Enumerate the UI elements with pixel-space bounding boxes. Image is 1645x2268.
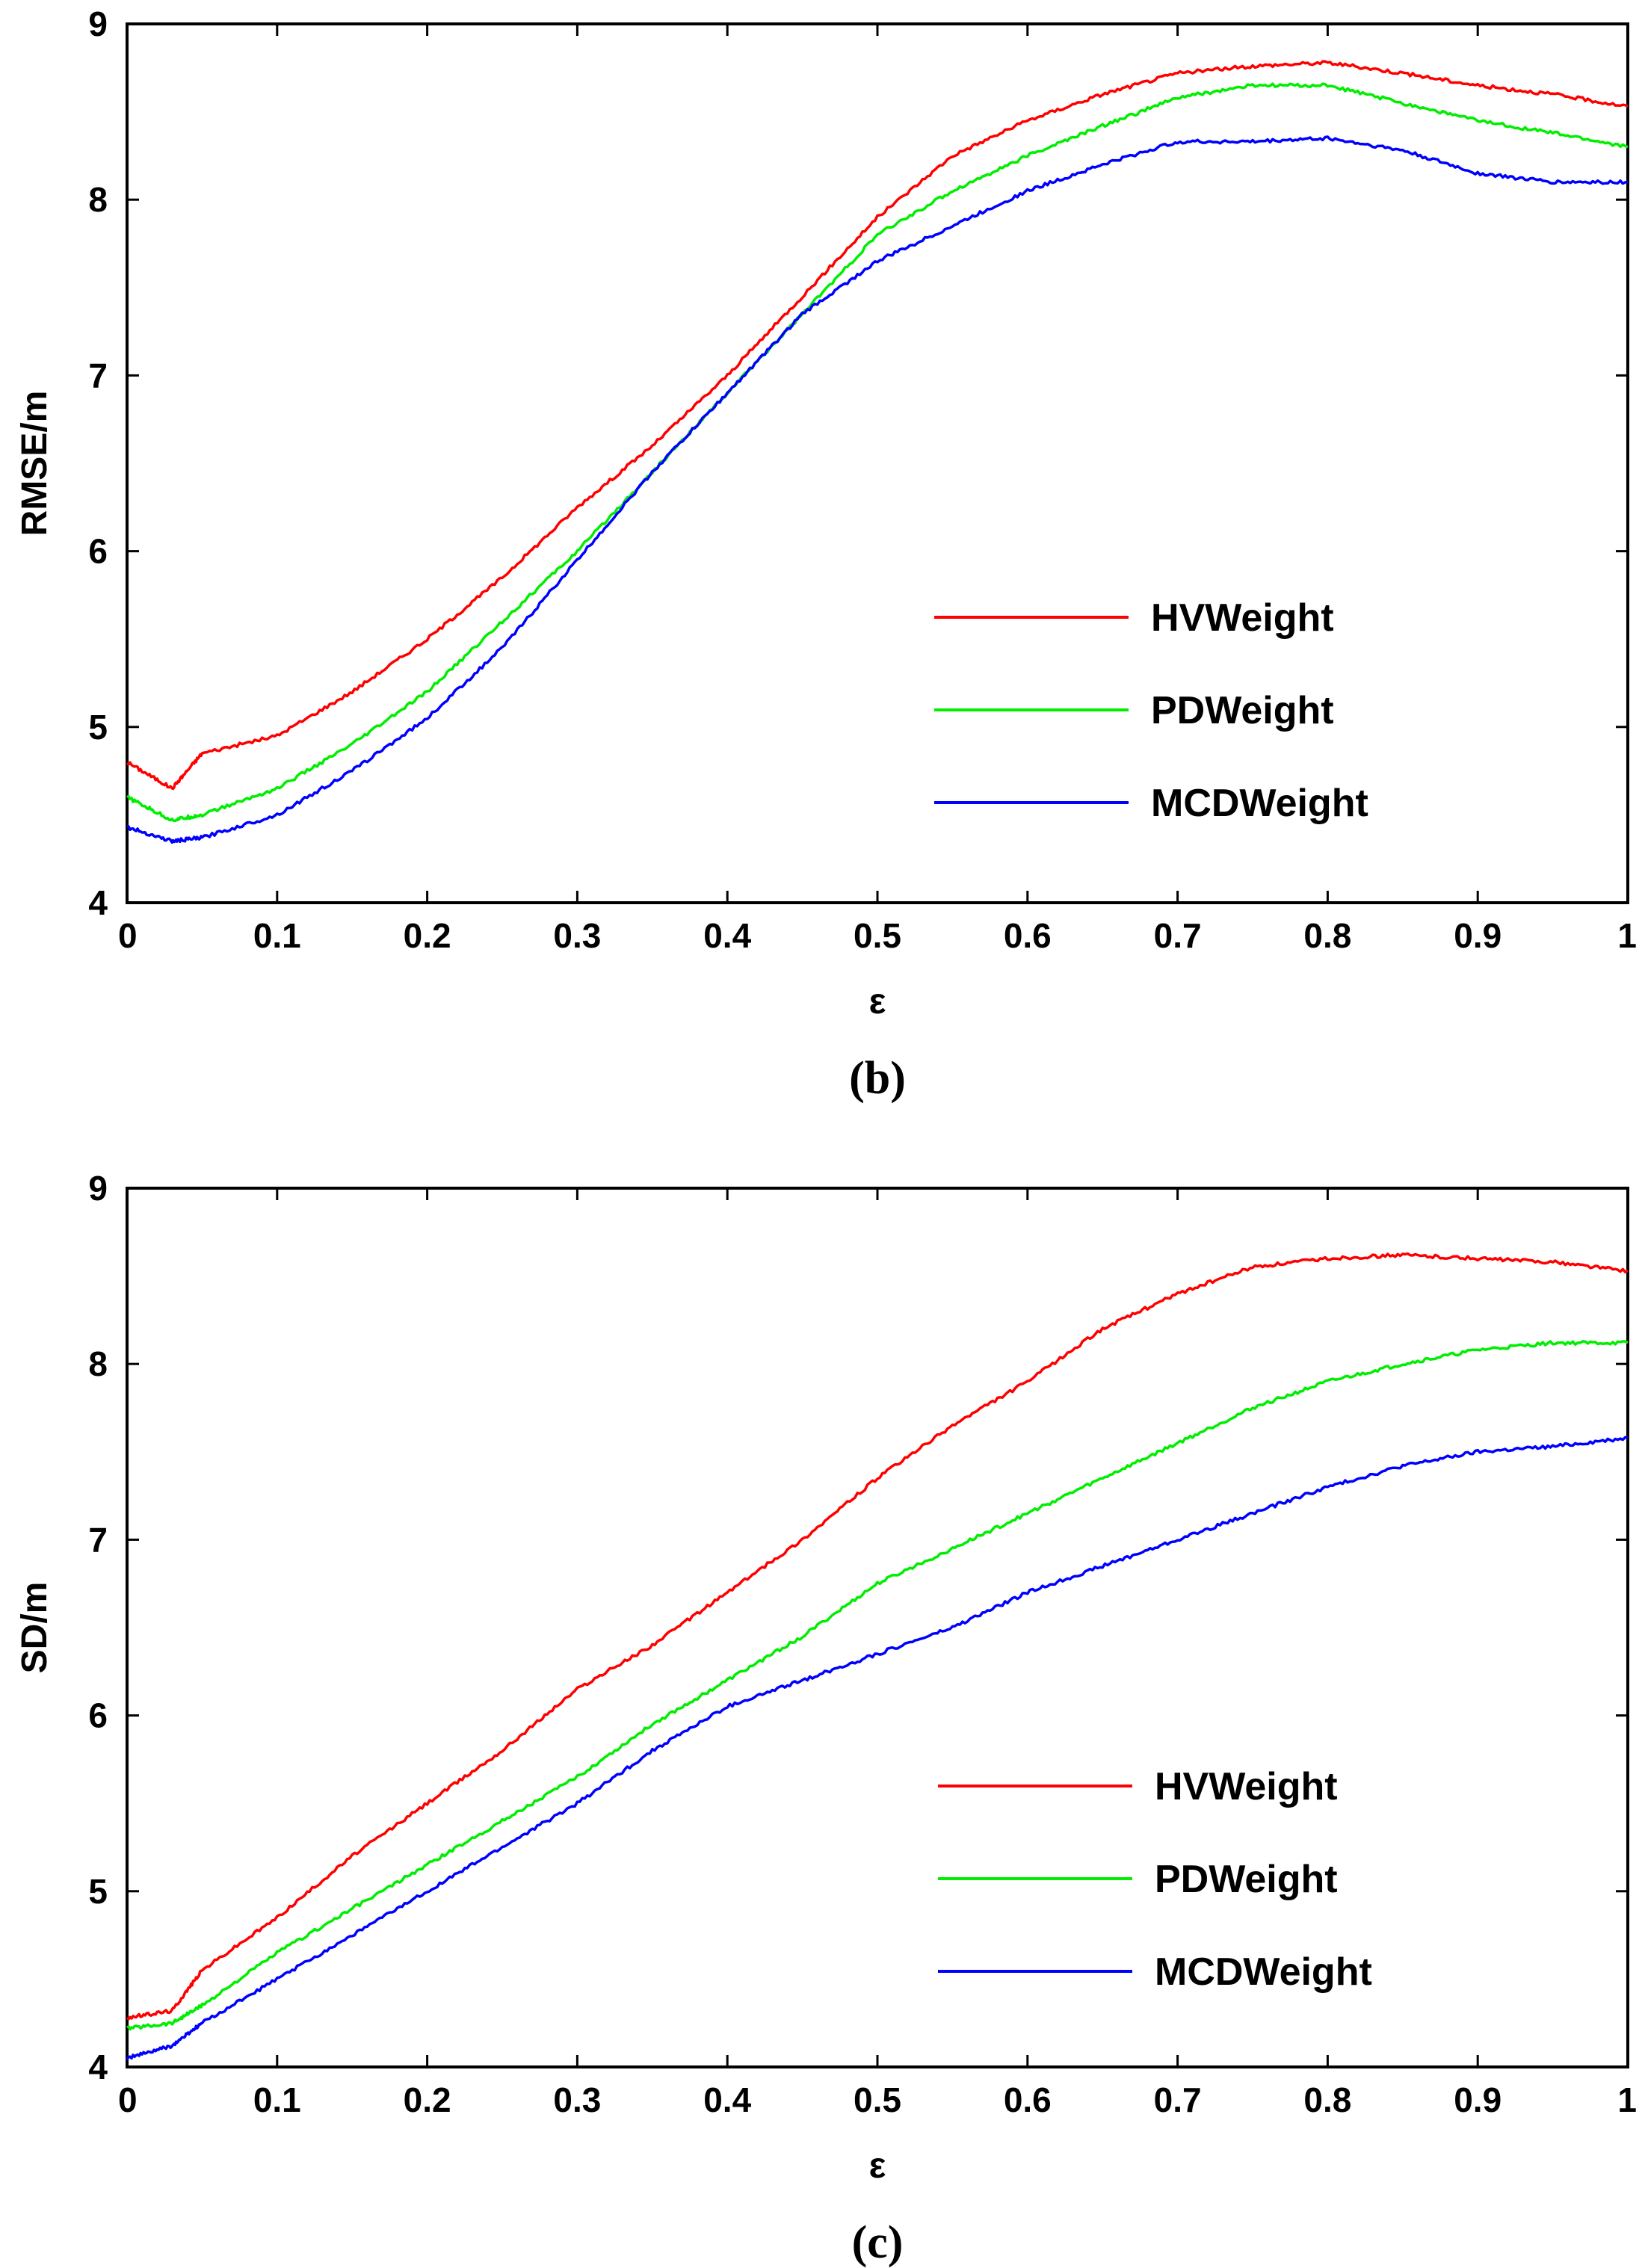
x-tick-label: 0.9 <box>1454 916 1502 955</box>
y-tick-label: 4 <box>88 883 108 922</box>
x-tick-label: 0 <box>118 2080 138 2119</box>
panel-caption: (b) <box>849 1053 906 1104</box>
y-tick-label: 8 <box>88 180 108 219</box>
series-line-hvweight <box>126 60 1629 791</box>
x-tick-label: 0.3 <box>553 2080 601 2119</box>
x-tick-label: 0.6 <box>1004 916 1052 955</box>
x-tick-label: 1 <box>1617 2080 1637 2119</box>
x-tick-label: 0.6 <box>1004 2080 1052 2119</box>
x-tick-label: 0.8 <box>1303 2080 1351 2119</box>
x-axis-label: ε <box>869 2146 886 2186</box>
x-tick-label: 0.4 <box>703 916 751 955</box>
x-tick-label: 0.3 <box>553 916 601 955</box>
series-lines <box>126 60 1629 844</box>
x-tick-label: 0.5 <box>854 916 901 955</box>
x-tick-label: 0.5 <box>854 2080 901 2119</box>
x-tick-label: 0.7 <box>1154 916 1202 955</box>
y-tick-label: 5 <box>88 708 108 747</box>
legend-label-pdweight: PDWeight <box>1155 1858 1338 1901</box>
y-axis-label: SD/m <box>15 1582 55 1674</box>
series-line-pdweight <box>126 1340 1629 2031</box>
x-tick-label: 0.1 <box>253 2080 301 2119</box>
y-axis-ticks: 4 5 6 7 8 9 <box>88 4 1628 922</box>
series-line-pdweight <box>126 82 1629 823</box>
series-line-hvweight <box>126 1252 1629 2021</box>
series-line-mcdweight <box>126 135 1629 844</box>
y-tick-label: 9 <box>88 1169 108 1208</box>
panel-caption: (c) <box>852 2217 904 2268</box>
y-axis-label: RMSE/m <box>15 391 55 537</box>
y-axis-ticks: 4 5 6 7 8 9 <box>88 1169 1628 2086</box>
x-tick-label: 0 <box>118 916 138 955</box>
legend: HVWeight PDWeight MCDWeight <box>934 596 1368 825</box>
legend-label-mcdweight: MCDWeight <box>1155 1950 1372 1994</box>
y-tick-label: 6 <box>88 1696 108 1735</box>
x-tick-label: 0.9 <box>1454 2080 1502 2119</box>
legend-label-mcdweight: MCDWeight <box>1151 782 1368 825</box>
x-tick-label: 1 <box>1617 916 1637 955</box>
y-tick-label: 6 <box>88 532 108 571</box>
x-tick-label: 0.8 <box>1303 916 1351 955</box>
x-axis-ticks: 0 0.1 0.2 0.3 0.4 0.5 0.6 0.7 0.8 0.9 1 <box>118 1188 1637 2119</box>
y-tick-label: 5 <box>88 1872 108 1911</box>
x-axis-ticks: 0 0.1 0.2 0.3 0.4 0.5 0.6 0.7 0.8 0.9 1 <box>118 24 1637 955</box>
y-tick-label: 4 <box>88 2048 108 2086</box>
x-axis-label: ε <box>869 982 886 1022</box>
legend: HVWeight PDWeight MCDWeight <box>938 1765 1372 1994</box>
chart-panel-c: 4 5 6 7 8 9 0 0.1 0.2 0.3 0.4 0.5 0.6 0.7 0.8 0.9 1 HVW… <box>15 1169 1637 2268</box>
y-tick-label: 9 <box>88 4 108 43</box>
y-tick-label: 7 <box>88 1520 108 1559</box>
x-tick-label: 0.2 <box>404 2080 451 2119</box>
legend-label-hvweight: HVWeight <box>1151 596 1334 640</box>
y-tick-label: 8 <box>88 1344 108 1383</box>
legend-label-pdweight: PDWeight <box>1151 689 1334 732</box>
chart-panel-b: 4 5 6 7 8 9 0 0.1 0.2 0.3 0.4 0.5 0.6 0.7 0.8 0.9 1 HVW… <box>15 4 1637 1104</box>
x-tick-label: 0.2 <box>404 916 451 955</box>
x-tick-label: 0.1 <box>253 916 301 955</box>
x-tick-label: 0.7 <box>1154 2080 1202 2119</box>
legend-label-hvweight: HVWeight <box>1155 1765 1338 1808</box>
series-line-mcdweight <box>126 1436 1629 2061</box>
series-lines <box>126 1252 1629 2061</box>
x-tick-label: 0.4 <box>703 2080 751 2119</box>
y-tick-label: 7 <box>88 356 108 395</box>
